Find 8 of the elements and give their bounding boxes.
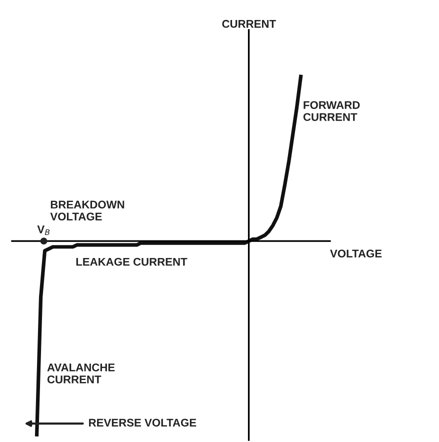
annotation: AVALANCHE CURRENT — [47, 364, 115, 384]
annotation: V$_{B}$ — [37, 226, 50, 236]
y-axis-title: CURRENT — [222, 20, 276, 28]
annotation: REVERSE VOLTAGE — [89, 418, 196, 427]
annotation: BREAKDOWN VOLTAGE — [50, 200, 124, 221]
annotation: LEAKAGE CURRENT — [76, 258, 188, 266]
text: FORWARD CURRENT — [303, 101, 360, 121]
x-axis-title: VOLTAGE — [330, 250, 382, 258]
